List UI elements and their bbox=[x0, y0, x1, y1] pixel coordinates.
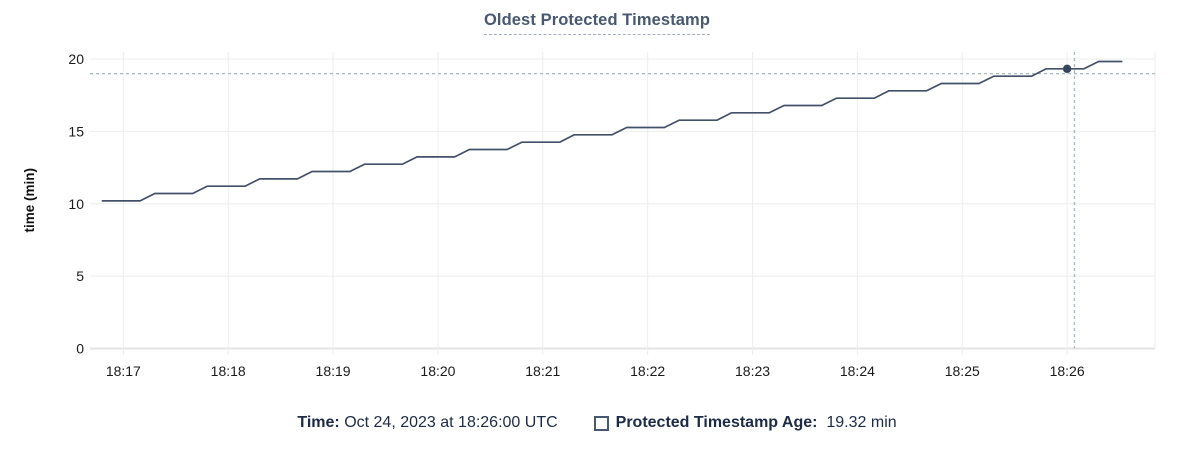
x-tick-label: 18:26 bbox=[1050, 363, 1085, 379]
chart-legend: Time: Oct 24, 2023 at 18:26:00 UTC Prote… bbox=[0, 414, 1194, 432]
x-tick-label: 18:19 bbox=[316, 363, 351, 379]
hover-point bbox=[1062, 64, 1072, 74]
y-axis-labels: 0 5 10 15 20 bbox=[68, 51, 84, 357]
y-tick-label: 20 bbox=[68, 51, 84, 67]
legend-series-label: Protected Timestamp Age: bbox=[615, 414, 818, 431]
legend-series-group: Protected Timestamp Age: 19.32 min bbox=[593, 414, 897, 432]
y-tick-label: 0 bbox=[76, 341, 84, 357]
x-tick-label: 18:18 bbox=[211, 363, 246, 379]
x-tick-label: 18:20 bbox=[420, 363, 455, 379]
x-tick-label: 18:22 bbox=[630, 363, 665, 379]
legend-time-value: Oct 24, 2023 at 18:26:00 UTC bbox=[344, 414, 558, 431]
legend-time-group: Time: Oct 24, 2023 at 18:26:00 UTC bbox=[297, 414, 557, 432]
legend-time-label: Time: bbox=[297, 414, 340, 431]
x-tick-label: 18:21 bbox=[525, 363, 560, 379]
y-tick-label: 15 bbox=[68, 123, 84, 139]
chart-title[interactable]: Oldest Protected Timestamp bbox=[483, 11, 711, 35]
y-tick-label: 5 bbox=[76, 268, 84, 284]
y-gridlines bbox=[90, 58, 1155, 277]
legend-series-value: 19.32 min bbox=[826, 414, 897, 431]
chart-header: Oldest Protected Timestamp bbox=[0, 0, 1194, 40]
x-axis-labels: 18:17 18:18 18:19 18:20 18:21 18:22 18:23 18:24… bbox=[106, 363, 1085, 379]
y-axis-title: time (min) bbox=[22, 168, 37, 233]
x-tick-label: 18:23 bbox=[735, 363, 770, 379]
x-tick-label: 18:25 bbox=[945, 363, 980, 379]
series-line bbox=[101, 60, 1123, 202]
x-gridlines bbox=[122, 52, 1068, 355]
series-toggle-checkbox[interactable] bbox=[593, 415, 609, 431]
x-tick-label: 18:24 bbox=[840, 363, 875, 379]
x-tick-label: 18:17 bbox=[106, 363, 141, 379]
y-tick-label: 10 bbox=[68, 196, 84, 212]
